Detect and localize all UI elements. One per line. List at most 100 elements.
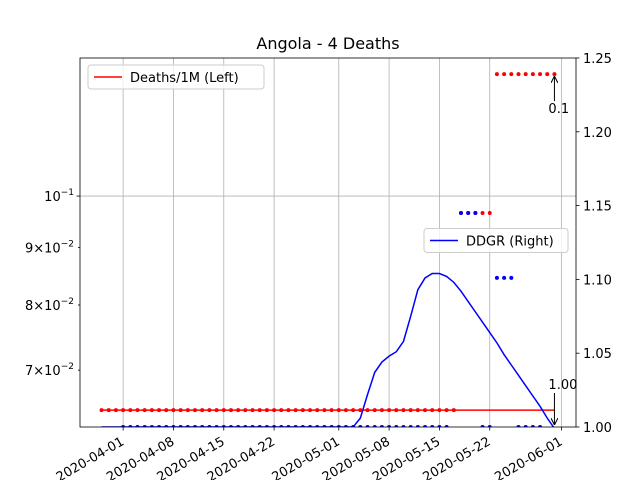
data-dot	[185, 408, 190, 413]
data-dot	[343, 408, 348, 413]
data-dot	[509, 72, 514, 77]
data-dot	[214, 425, 219, 427]
data-dot	[286, 408, 291, 413]
data-dot	[207, 425, 212, 427]
data-dot	[272, 425, 277, 427]
data-dot	[336, 408, 341, 413]
data-dot	[286, 425, 291, 427]
legend-label: DDGR (Right)	[466, 235, 554, 250]
data-dot	[264, 425, 269, 427]
data-dot	[358, 425, 363, 427]
data-dot	[200, 425, 205, 427]
data-dot	[214, 408, 219, 413]
data-dot	[243, 408, 248, 413]
data-dot	[480, 210, 485, 215]
plot-area	[99, 72, 557, 427]
data-dot	[264, 408, 269, 413]
data-dot	[343, 425, 348, 427]
data-dot	[142, 408, 147, 413]
tick-exponent: −2	[61, 239, 74, 249]
data-dot	[494, 275, 499, 280]
data-dot	[164, 408, 169, 413]
chart-title: Angola - 4 Deaths	[256, 34, 399, 53]
data-dot	[372, 408, 377, 413]
data-dot	[379, 408, 384, 413]
data-dot	[113, 408, 118, 413]
data-dot	[408, 425, 413, 427]
y-tick-label: 10−1	[44, 188, 74, 205]
data-dot	[516, 425, 521, 427]
data-dot	[171, 408, 176, 413]
data-dot	[523, 72, 528, 77]
data-dot	[157, 425, 162, 427]
data-dot	[437, 408, 442, 413]
annotation-label: 1.00	[548, 378, 577, 393]
data-dot	[128, 408, 133, 413]
data-dot	[315, 425, 320, 427]
data-dot	[228, 425, 233, 427]
data-dot	[401, 425, 406, 427]
data-dot	[437, 425, 442, 427]
data-dot	[221, 408, 226, 413]
data-dot	[257, 425, 262, 427]
data-dot	[257, 408, 262, 413]
data-dot	[530, 72, 535, 77]
data-dot	[293, 425, 298, 427]
tick-base: 9×10	[25, 241, 61, 256]
data-dot	[423, 425, 428, 427]
y-tick-label: 9×10−2	[25, 239, 74, 256]
data-dot	[99, 408, 104, 413]
data-dot	[487, 210, 492, 215]
data-dot	[365, 425, 370, 427]
data-dot	[415, 425, 420, 427]
data-dot	[494, 72, 499, 77]
tick-exponent: −2	[61, 297, 74, 307]
data-dot	[106, 408, 111, 413]
data-dot	[379, 425, 384, 427]
data-dot	[149, 408, 154, 413]
data-dot	[473, 210, 478, 215]
data-dot	[300, 425, 305, 427]
data-dot	[121, 408, 126, 413]
data-dot	[193, 408, 198, 413]
data-dot	[228, 408, 233, 413]
tick-base: 8×10	[25, 299, 61, 314]
data-dot	[322, 425, 327, 427]
data-dot	[458, 210, 463, 215]
data-dot	[516, 72, 521, 77]
data-dot	[351, 408, 356, 413]
legend: DDGR (Right)	[423, 228, 569, 253]
data-dot	[135, 408, 140, 413]
data-dot	[171, 425, 176, 427]
data-dot	[509, 275, 514, 280]
y2-tick-label: 1.20	[583, 126, 612, 141]
data-dot	[178, 425, 183, 427]
data-dot	[365, 408, 370, 413]
data-dot	[207, 408, 212, 413]
y2-tick-label: 1.10	[583, 273, 612, 288]
legend-box	[423, 228, 569, 253]
data-dot	[451, 408, 456, 413]
legend-box	[87, 64, 265, 90]
data-dot	[164, 425, 169, 427]
data-dot	[387, 425, 392, 427]
data-dot	[308, 425, 313, 427]
data-dot	[523, 425, 528, 427]
legend: Deaths/1M (Left)	[87, 64, 265, 90]
data-dot	[502, 275, 507, 280]
tick-exponent: −1	[61, 188, 74, 198]
data-dot	[351, 425, 356, 427]
tick-base: 7×10	[25, 364, 61, 379]
tick-base: 10	[44, 190, 61, 205]
data-dot	[430, 408, 435, 413]
data-dot	[142, 425, 147, 427]
data-dot	[538, 72, 543, 77]
data-dot	[487, 425, 492, 427]
data-dot	[279, 425, 284, 427]
data-dot	[149, 425, 154, 427]
data-dot	[157, 408, 162, 413]
data-dot	[502, 72, 507, 77]
y2-tick-label: 1.00	[583, 421, 612, 436]
data-dot	[185, 425, 190, 427]
